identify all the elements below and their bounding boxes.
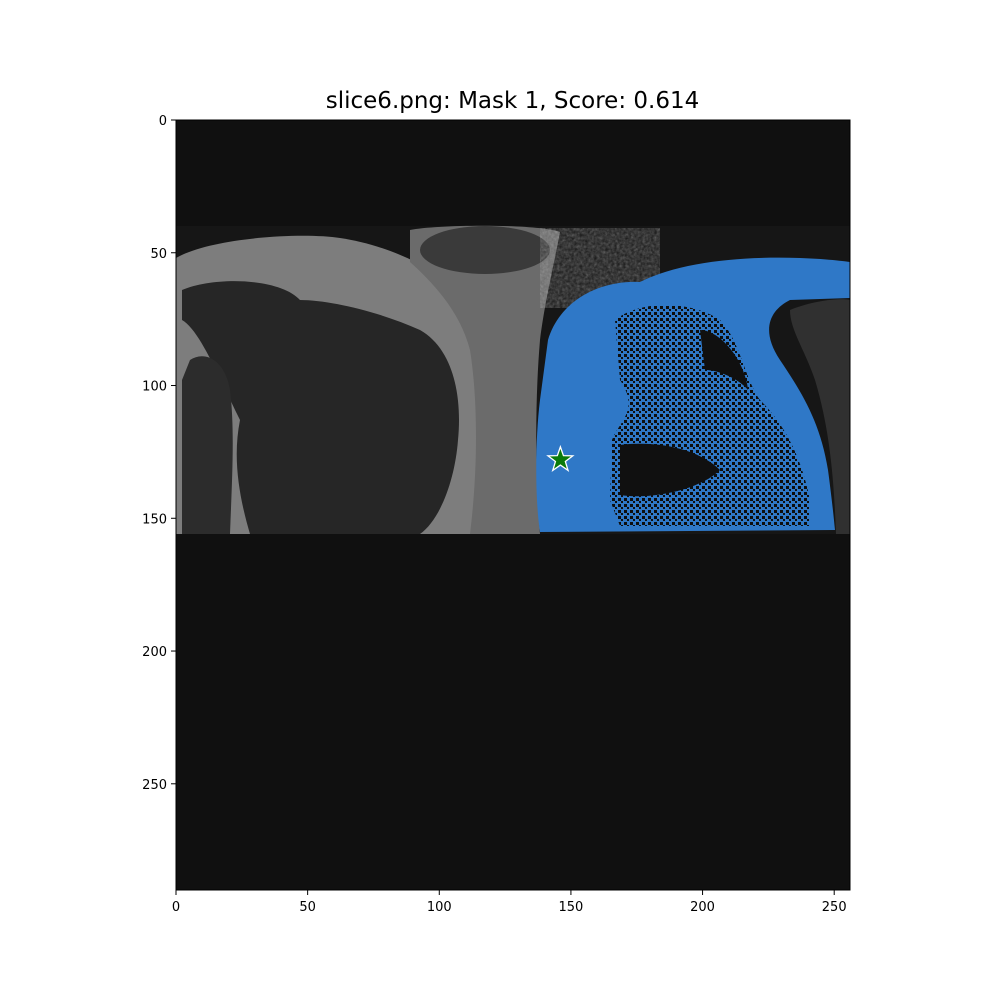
axes-frame [175,119,851,891]
x-tick-label: 100 [427,900,452,915]
plot-title: slice6.png: Mask 1, Score: 0.614 [325,88,700,114]
y-axis: 0 50 100 150 200 250 [142,114,176,793]
mri-image [176,225,850,534]
y-tick-label: 250 [142,778,167,793]
y-tick-label: 50 [150,247,167,262]
neck-tissue [410,225,560,534]
x-tick-label: 250 [822,900,847,915]
x-tick-label: 0 [172,900,180,915]
x-tick-label: 200 [690,900,715,915]
x-tick-label: 150 [559,900,584,915]
y-tick-label: 0 [159,114,167,129]
star-marker [546,444,575,472]
x-tick-label: 50 [299,900,316,915]
mask-dark-structure [700,330,748,390]
neck-dark-oval [420,226,550,274]
x-axis: 0 50 100 150 200 250 [172,890,847,915]
left-dark-region [182,281,460,534]
y-tick-label: 150 [142,512,167,527]
right-edge-dark [790,299,850,534]
mask-dark-structure-2 [620,443,720,497]
y-tick-label: 200 [142,645,167,660]
y-tick-label: 100 [142,380,167,395]
star-icon [546,444,575,472]
left-dark-region-2 [182,356,233,534]
